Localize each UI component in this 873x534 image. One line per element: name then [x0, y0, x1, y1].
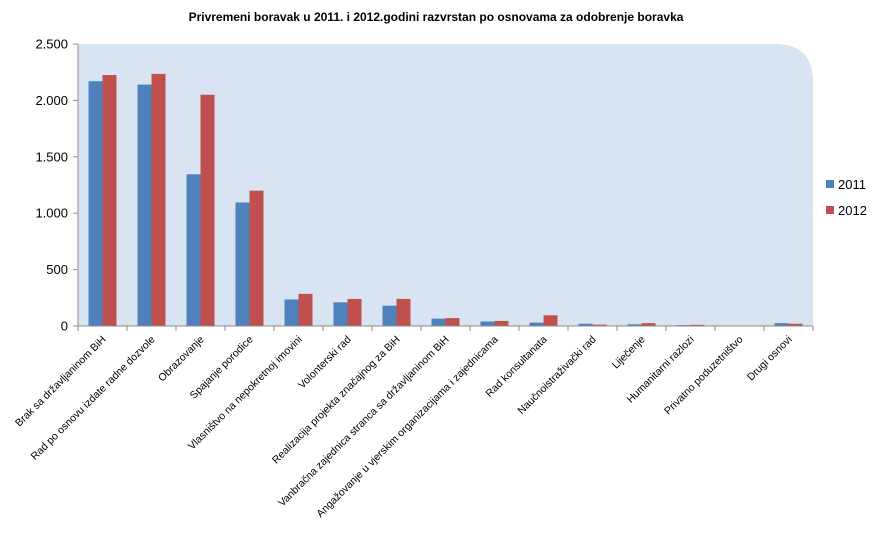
legend-label-2012: 2012	[838, 203, 867, 218]
bar-2012-5	[298, 293, 313, 326]
x-tick-label: Vanbračna zajednica stranca sa državljan…	[276, 334, 451, 509]
bar-2012-11	[592, 324, 607, 326]
bar-2011-8	[431, 318, 446, 326]
x-tick-label: Liječenje	[610, 334, 648, 372]
bar-2011-6	[333, 302, 348, 326]
y-tick-label: 500	[46, 262, 68, 277]
bar-2012-2	[151, 73, 166, 326]
legend-swatch-2011	[826, 180, 834, 188]
y-tick-label: 2.000	[35, 93, 68, 108]
y-tick-label: 1.500	[35, 149, 68, 164]
legend: 2011 2012	[826, 177, 867, 218]
bar-2011-4	[235, 202, 250, 326]
y-tick-label: 2.500	[35, 37, 68, 52]
legend-label-2011: 2011	[838, 177, 866, 192]
x-tick-label: Angažovanje u vjerskim organizacijama i …	[314, 334, 500, 520]
y-tick-label: 0	[61, 319, 68, 334]
bar-2011-1	[88, 81, 103, 326]
plot-area: 0 500 1.000 1.500 2.000 2.500 Brak sa državlja…	[13, 37, 814, 520]
chart-title: Privremeni boravak u 2011. i 2012.godini…	[189, 10, 684, 24]
bar-2012-3	[200, 94, 215, 326]
bar-2012-7	[396, 298, 411, 326]
bar-2011-12	[627, 324, 642, 326]
x-tick-label: Drugi osnovi	[745, 334, 795, 384]
bar-2012-6	[347, 298, 362, 326]
bar-2011-3	[186, 174, 201, 326]
bar-2012-13	[690, 324, 705, 326]
bar-2011-5	[284, 299, 299, 326]
y-tick-label: 1.000	[35, 206, 68, 221]
bar-2012-1	[102, 75, 117, 327]
bar-2011-9	[480, 321, 495, 326]
bar-2012-10	[543, 315, 558, 326]
bar-2012-4	[249, 190, 264, 326]
bar-2011-7	[382, 305, 397, 326]
bar-2012-8	[445, 318, 460, 326]
x-tick-label: Obrazovanje	[156, 334, 207, 385]
x-tick-label: Brak sa državljaninom BiH	[13, 334, 109, 430]
bar-2011-10	[529, 322, 544, 326]
bar-2011-11	[578, 323, 593, 326]
bar-2011-2	[137, 84, 152, 326]
bar-2012-9	[494, 320, 509, 326]
bar-2012-15	[788, 323, 803, 326]
bar-2011-15	[774, 323, 789, 326]
bar-2012-12	[641, 323, 656, 326]
legend-swatch-2012	[826, 206, 834, 214]
